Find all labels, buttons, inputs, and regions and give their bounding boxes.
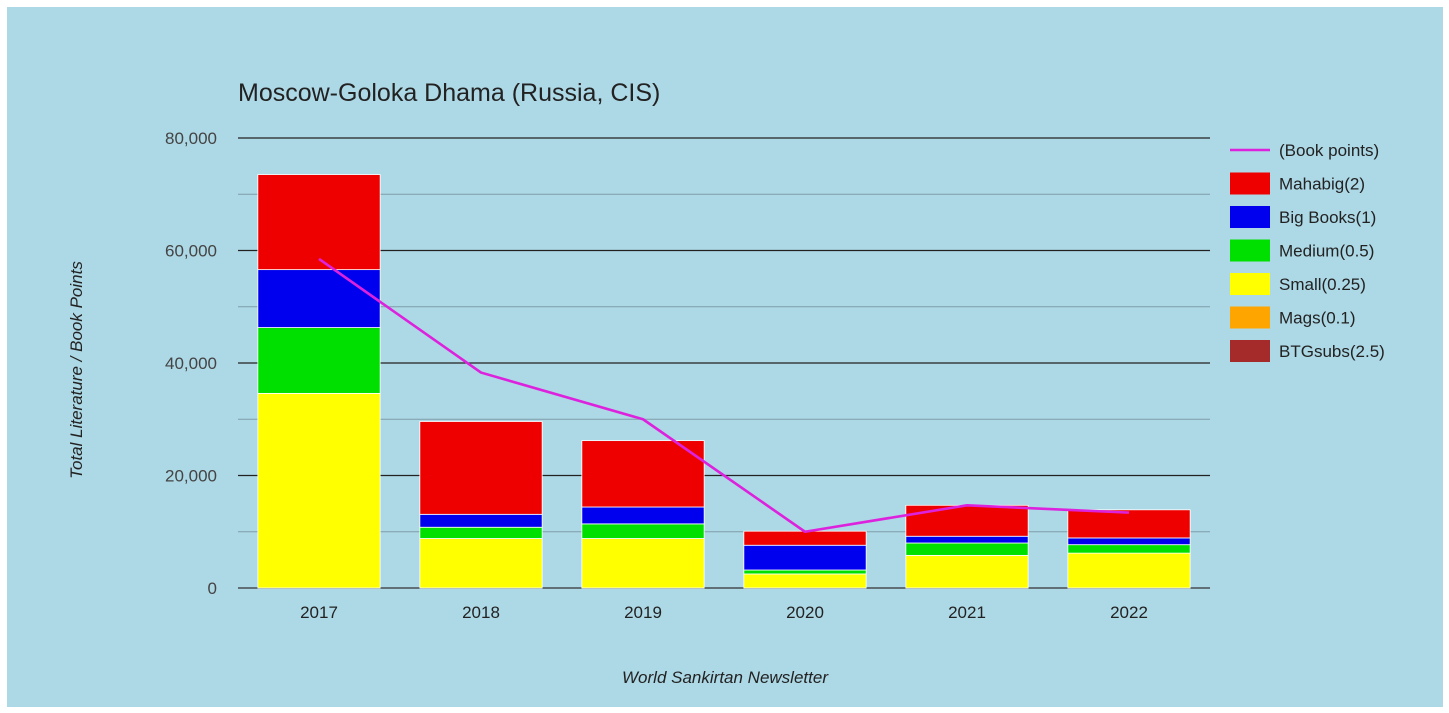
x-tick-label: 2019 — [624, 603, 662, 622]
chart-title: Moscow-Goloka Dhama (Russia, CIS) — [238, 79, 660, 107]
bar-segment-2020-big-books-1 — [743, 544, 867, 571]
bar-segment-2018-mahabig-2 — [419, 421, 543, 515]
gridlines — [238, 137, 1210, 589]
bar-segment-2020-medium-0-5 — [743, 569, 867, 575]
legend-swatch — [1230, 172, 1270, 195]
y-tick-label: 80,000 — [165, 129, 217, 148]
bar-segment-2019-medium-0-5 — [581, 523, 705, 539]
legend-swatch — [1230, 306, 1270, 329]
x-tick-label: 2022 — [1110, 603, 1148, 622]
bar-segment-2020-small-0-25 — [743, 573, 867, 589]
chart-container: Moscow-Goloka Dhama (Russia, CIS) Total … — [7, 7, 1443, 707]
bar-segment-2019-big-books-1 — [581, 506, 705, 525]
x-axis-title: World Sankirtan Newsletter — [622, 668, 829, 687]
bar-segment-2019-small-0-25 — [581, 538, 705, 589]
bar-segment-2022-medium-0-5 — [1067, 544, 1191, 554]
chart-svg: Moscow-Goloka Dhama (Russia, CIS) Total … — [67, 79, 1385, 687]
bar-segment-2017-big-books-1 — [257, 269, 381, 328]
bar-segment-2017-small-0-25 — [257, 392, 381, 589]
legend-label: Mahabig(2) — [1279, 175, 1365, 194]
y-tick-label: 0 — [208, 579, 217, 598]
x-tick-label: 2018 — [462, 603, 500, 622]
bar-segment-2018-big-books-1 — [419, 513, 543, 528]
legend-swatch — [1230, 239, 1270, 262]
y-tick-label: 40,000 — [165, 354, 217, 373]
x-tick-label: 2021 — [948, 603, 986, 622]
bar-segment-2020-mahabig-2 — [743, 530, 867, 546]
legend-label: (Book points) — [1279, 141, 1379, 160]
y-tick-label: 20,000 — [165, 467, 217, 486]
y-axis-ticks: 0 20,000 40,000 60,000 80,000 — [165, 129, 217, 598]
bar-segment-2019-mahabig-2 — [581, 440, 705, 508]
bar-segment-2021-mahabig-2 — [905, 504, 1029, 537]
bar-segment-2017-medium-0-5 — [257, 327, 381, 394]
bar-segment-2021-small-0-25 — [905, 554, 1029, 589]
bar-segment-2022-big-books-1 — [1067, 537, 1191, 546]
x-tick-label: 2020 — [786, 603, 824, 622]
legend-swatch — [1230, 206, 1270, 228]
bar-segment-2018-small-0-25 — [419, 538, 543, 589]
bar-segment-2022-mahabig-2 — [1067, 509, 1191, 539]
bar-segment-2017-mahabig-2 — [257, 174, 381, 271]
y-axis-title: Total Literature / Book Points — [67, 261, 86, 479]
book-points-line-layer — [318, 257, 1130, 534]
legend-label: Big Books(1) — [1279, 208, 1376, 227]
legend-label: Small(0.25) — [1279, 275, 1366, 294]
book-points-line — [318, 257, 1130, 534]
bars — [257, 174, 1191, 589]
x-axis-ticks: 2017 2018 2019 2020 2021 2022 — [300, 603, 1148, 622]
y-tick-label: 60,000 — [165, 242, 217, 261]
legend-label: Medium(0.5) — [1279, 242, 1374, 261]
legend-label: BTGsubs(2.5) — [1279, 342, 1385, 361]
legend-swatch — [1230, 340, 1270, 362]
legend: (Book points) Mahabig(2) Big Books(1) Mediu… — [1230, 141, 1385, 362]
bar-segment-2021-medium-0-5 — [905, 542, 1029, 556]
bar-segment-2021-big-books-1 — [905, 535, 1029, 544]
legend-swatch — [1230, 273, 1270, 295]
legend-label: Mags(0.1) — [1279, 309, 1356, 328]
bar-segment-2018-medium-0-5 — [419, 526, 543, 539]
bar-segment-2022-small-0-25 — [1067, 552, 1191, 589]
x-tick-label: 2017 — [300, 603, 338, 622]
